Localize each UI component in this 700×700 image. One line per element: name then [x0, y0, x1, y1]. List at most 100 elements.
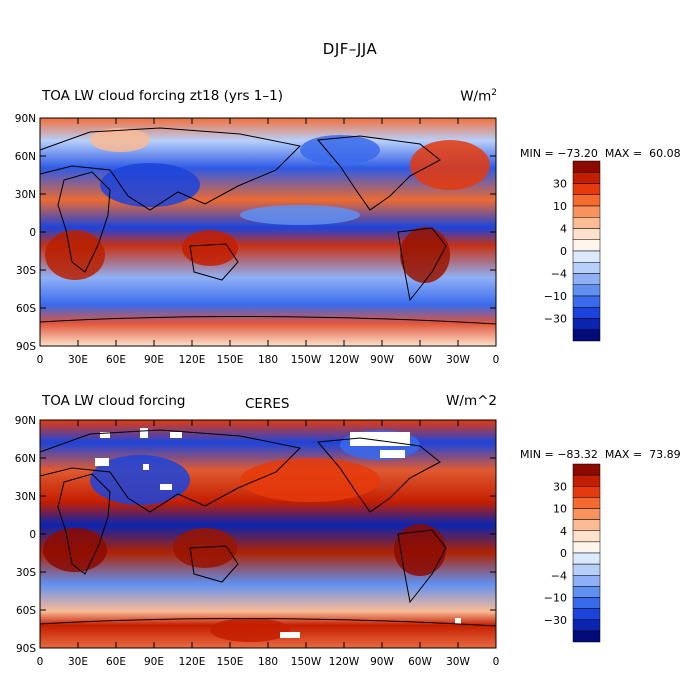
colorbar-swatch [572, 630, 601, 643]
missing-cell [95, 458, 109, 466]
coast-africa [57, 171, 111, 273]
lat-tick-label: 0 [29, 529, 36, 541]
panel1-max-label: MAX = [604, 147, 643, 160]
lon-tick-label: 120W [329, 354, 360, 366]
colorbar-label: 4 [560, 525, 567, 538]
blob [300, 135, 380, 165]
colorbar-swatch [572, 486, 601, 498]
panel2-title: TOA LW cloud forcing [42, 393, 186, 409]
panel1-min-label: MIN = [520, 147, 554, 160]
colorbar-swatch [572, 530, 601, 543]
missing-cell [380, 450, 405, 458]
missing-cell [140, 428, 148, 438]
lon-tick-label: 180 [258, 354, 278, 366]
blob [400, 227, 450, 283]
colorbar-label: 0 [560, 245, 567, 258]
colorbar-label: 10 [553, 200, 567, 213]
lat-tick-label: 60S [16, 303, 36, 315]
missing-cell [170, 432, 182, 438]
lon-tick-label: 0 [37, 354, 44, 366]
colorbar-swatch [572, 262, 601, 274]
lon-tick-label: 180 [258, 656, 278, 668]
lon-tick-label: 30E [68, 656, 88, 668]
lat-tick-label: 0 [29, 227, 36, 239]
colorbar-swatch [572, 205, 601, 218]
colorbar-swatch [572, 474, 601, 487]
panel1-min-value: −73.20 [557, 147, 598, 160]
lon-tick-label: 60W [408, 656, 432, 668]
blob [173, 528, 237, 568]
lat-tick-label: 60N [15, 453, 36, 465]
colorbar-swatch [572, 318, 601, 330]
lon-tick-label: 30W [446, 656, 470, 668]
lon-tick-label: 120W [329, 656, 360, 668]
colorbar-swatch [572, 250, 601, 263]
missing-cell [100, 432, 110, 438]
lon-tick-label: 60E [106, 656, 126, 668]
lon-tick-label: 60W [408, 354, 432, 366]
lon-tick-label: 90E [144, 656, 164, 668]
panel2-subtitle: CERES [245, 396, 290, 412]
panel1-coastlines [39, 127, 497, 325]
blob [45, 230, 105, 280]
colorbar-swatch [572, 295, 601, 308]
missing-cell [280, 632, 300, 638]
lat-tick-label: 60N [15, 151, 36, 163]
coast-eurasia [39, 429, 302, 513]
blob [394, 524, 446, 576]
coast-north-america [317, 437, 441, 513]
colorbar-swatch [572, 284, 601, 297]
lon-tick-label: 0 [493, 656, 500, 668]
panel2-units: W/m^2 [446, 393, 497, 409]
panel2-min-label: MIN = [520, 448, 554, 461]
lon-tick-label: 90W [370, 656, 394, 668]
lat-tick-label: 30N [15, 189, 36, 201]
colorbar-label: 4 [560, 223, 567, 236]
blob [100, 163, 200, 207]
colorbar-swatch [572, 519, 601, 531]
colorbar-swatch [572, 239, 601, 252]
colorbar-label: −10 [544, 592, 567, 605]
panel1-title: TOA LW cloud forcing zt18 (yrs 1–1) [42, 88, 283, 104]
blob [240, 458, 380, 502]
blob [240, 205, 360, 225]
colorbar-swatch [572, 160, 601, 173]
panel2-max-label: MAX = [604, 448, 643, 461]
colorbar-swatch [572, 228, 601, 240]
panel2-min-value: −83.32 [557, 448, 598, 461]
colorbar-label: 30 [553, 178, 567, 191]
lon-tick-label: 30W [446, 354, 470, 366]
coast-south-america [397, 227, 447, 302]
colorbar-label: −10 [544, 290, 567, 303]
coast-africa [57, 473, 111, 575]
colorbar-swatch [572, 552, 601, 565]
colorbar-swatch [572, 508, 601, 520]
lon-tick-label: 150E [217, 656, 244, 668]
coast-north-america [317, 135, 441, 211]
panel2-coastlines [39, 429, 497, 627]
panel1-units: W/m2 [460, 88, 497, 105]
colorbar-swatch [572, 563, 601, 576]
lon-tick-label: 90W [370, 354, 394, 366]
colorbar-swatch [572, 597, 601, 609]
lon-tick-label: 90E [144, 354, 164, 366]
coast-eurasia [39, 127, 302, 211]
lat-tick-label: 30S [16, 567, 36, 579]
blob [410, 140, 490, 190]
lon-tick-label: 60E [106, 354, 126, 366]
lat-tick-label: 90N [15, 415, 36, 427]
colorbar-swatch [572, 217, 601, 229]
figure-title: DJF–JJA [322, 40, 378, 58]
lon-tick-label: 120E [179, 354, 206, 366]
lon-tick-label: 120E [179, 656, 206, 668]
lon-tick-label: 150E [217, 354, 244, 366]
lat-tick-label: 60S [16, 605, 36, 617]
lon-tick-label: 30E [68, 354, 88, 366]
colorbar-swatch [572, 608, 601, 620]
coast-antarctica [39, 315, 497, 325]
